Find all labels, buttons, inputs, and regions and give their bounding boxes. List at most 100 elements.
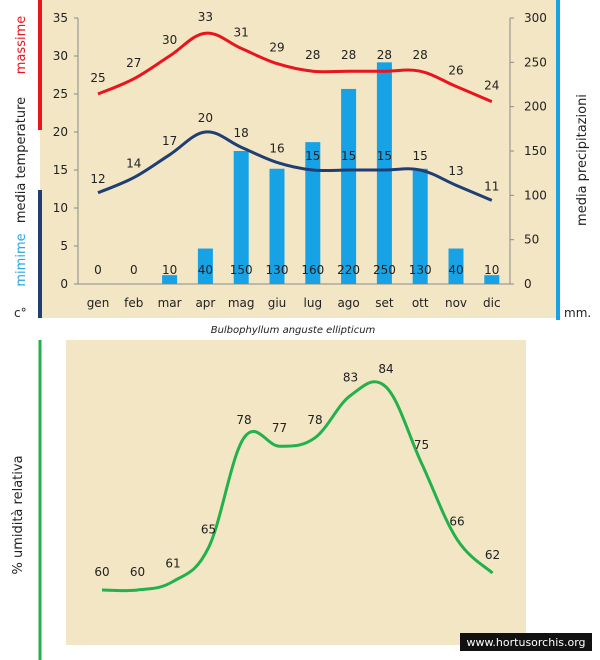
precipitation-bars	[162, 62, 500, 285]
precip-value-label: 160	[301, 263, 324, 277]
x-tick-label: dic	[483, 296, 501, 310]
x-tick-label: nov	[445, 296, 467, 310]
humidity-value-label: 65	[201, 523, 216, 537]
watermark-background	[460, 633, 592, 651]
min-temp-value-label: 18	[234, 126, 249, 140]
precip-bar	[197, 248, 213, 284]
humidity-value-label: 66	[449, 514, 464, 528]
left-tick-label: 10	[53, 201, 68, 215]
precip-bar	[412, 168, 428, 284]
min-temp-value-label: 16	[269, 141, 284, 155]
x-tick-label: lug	[304, 296, 323, 310]
humidity-plot: 60 60 61 65 78 77 78 83 84 75 66 62	[94, 362, 500, 593]
max-temp-line	[97, 31, 493, 103]
precip-bar	[233, 151, 249, 284]
humidity-value-label: 60	[94, 565, 109, 579]
precip-bar	[448, 248, 464, 284]
precip-bar	[484, 275, 500, 284]
left-tick-label: 0	[60, 277, 68, 291]
max-temp-value-label: 30	[162, 33, 177, 47]
precip-value-label: 250	[373, 263, 396, 277]
humidity-value-label: 77	[272, 421, 287, 435]
min-temp-value-label: 20	[198, 111, 213, 125]
max-temp-value-label: 26	[448, 63, 463, 77]
precip-value-label: 0	[130, 263, 138, 277]
temperature-unit-label: c°	[14, 306, 27, 320]
x-tick-label: ott	[412, 296, 429, 310]
mean-temp-axis-label: media temperature	[14, 97, 29, 223]
x-tick-label: giu	[268, 296, 287, 310]
precip-axis-label: media precipitazioni	[575, 94, 590, 226]
right-tick-label: 200	[524, 100, 547, 114]
max-temp-axis-label: massime	[14, 16, 29, 74]
precip-bar	[162, 275, 178, 284]
max-temp-value-label: 29	[269, 41, 284, 55]
left-tick-label: 5	[60, 239, 68, 253]
species-caption: Bulbophyllum anguste ellipticum	[211, 325, 376, 336]
x-tick-label: apr	[195, 296, 215, 310]
precip-value-label: 0	[94, 263, 102, 277]
min-temp-value-label: 13	[448, 164, 463, 178]
humidity-value-label: 78	[307, 413, 322, 427]
right-tick-label: 300	[524, 11, 547, 25]
right-tick-label: 0	[524, 277, 532, 291]
humidity-value-label: 83	[343, 370, 358, 384]
humidity-value-label: 62	[485, 548, 500, 562]
x-tick-label: mar	[158, 296, 182, 310]
max-temp-value-label: 33	[198, 10, 213, 24]
right-tick-label: 50	[524, 233, 539, 247]
max-temp-value-label: 27	[126, 56, 141, 70]
precip-value-label: 40	[198, 263, 213, 277]
temperature-chart-labels: 0 0 10 40 150 130 160 220 250 130 40 10 25 27 30 33 31 29…	[90, 10, 499, 277]
max-temp-value-label: 25	[90, 71, 105, 85]
temperature-lines	[97, 31, 493, 202]
right-tick-label: 150	[524, 144, 547, 158]
right-tick-label: 250	[524, 55, 547, 69]
max-temp-value-label: 31	[234, 25, 249, 39]
precip-value-label: 10	[162, 263, 177, 277]
watermark-text: www.hortusorchis.org	[466, 636, 585, 649]
min-temp-value-label: 14	[126, 157, 141, 171]
max-temp-value-label: 28	[377, 48, 392, 62]
max-temp-value-label: 28	[305, 48, 320, 62]
min-temp-value-label: 12	[90, 172, 105, 186]
x-tick-label: gen	[87, 296, 110, 310]
min-temp-line	[97, 130, 493, 202]
precip-unit-label: mm.	[564, 306, 591, 320]
precip-value-label: 10	[484, 263, 499, 277]
humidity-chart-background	[66, 340, 526, 645]
temperature-chart-background	[40, 0, 558, 318]
precip-bar	[376, 62, 392, 285]
left-tick-label: 20	[53, 125, 68, 139]
precip-value-label: 130	[266, 263, 289, 277]
min-temp-value-label: 15	[341, 149, 356, 163]
precip-value-label: 150	[230, 263, 253, 277]
x-tick-label: feb	[124, 296, 143, 310]
min-temp-value-label: 15	[377, 149, 392, 163]
x-tick-label: set	[375, 296, 394, 310]
humidity-value-label: 60	[130, 565, 145, 579]
precip-bar	[305, 142, 321, 284]
min-temp-value-label: 11	[484, 179, 499, 193]
x-tick-label: mag	[228, 296, 255, 310]
humidity-value-label: 61	[165, 557, 180, 571]
right-tick-label: 100	[524, 188, 547, 202]
precip-bar	[269, 168, 285, 284]
humidity-axis-label: % umidità relativa	[11, 455, 26, 574]
precip-value-label: 220	[337, 263, 360, 277]
min-temp-value-label: 17	[162, 134, 177, 148]
humidity-value-label: 84	[378, 362, 393, 376]
humidity-line	[101, 380, 494, 593]
min-temp-value-label: 15	[305, 149, 320, 163]
humidity-value-label: 78	[236, 413, 251, 427]
max-temp-value-label: 28	[413, 48, 428, 62]
left-tick-label: 35	[53, 11, 68, 25]
precip-value-label: 130	[409, 263, 432, 277]
min-temp-value-label: 15	[413, 149, 428, 163]
precip-value-label: 40	[448, 263, 463, 277]
precip-bar	[341, 88, 357, 284]
left-tick-label: 25	[53, 87, 68, 101]
left-tick-label: 15	[53, 163, 68, 177]
